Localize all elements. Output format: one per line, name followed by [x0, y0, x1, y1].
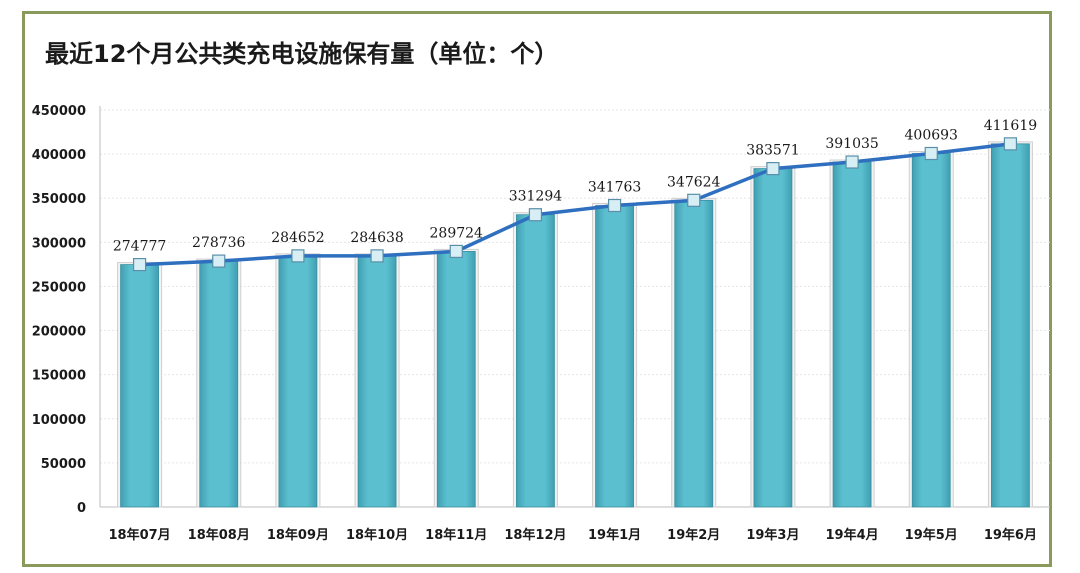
data-label: 383571	[746, 143, 799, 159]
data-point	[687, 193, 701, 207]
data-label: 274777	[113, 239, 166, 255]
x-tick-label: 18年07月	[108, 527, 170, 543]
data-label: 400693	[905, 127, 958, 143]
bar	[199, 260, 239, 508]
data-point	[845, 155, 859, 169]
x-tick-label: 18年11月	[425, 527, 487, 543]
series-line	[139, 142, 1011, 267]
bar	[436, 250, 476, 508]
data-point	[924, 146, 938, 161]
bar	[595, 205, 634, 508]
x-tick-label: 18年12月	[504, 527, 566, 543]
bar	[674, 199, 714, 508]
x-tick-label: 19年1月	[588, 527, 641, 543]
data-label: 391035	[825, 136, 878, 152]
data-label: 289724	[430, 225, 484, 241]
bar	[991, 143, 1030, 508]
y-tick-label: 150000	[32, 369, 86, 384]
y-tick-label: 0	[77, 501, 86, 516]
x-tick-label: 19年5月	[905, 527, 958, 543]
x-tick-label: 19年4月	[826, 527, 879, 543]
data-point	[1003, 137, 1018, 151]
bar	[516, 214, 555, 508]
data-point	[766, 162, 780, 176]
x-tick-label: 18年08月	[188, 527, 250, 543]
x-tick-label: 18年09月	[267, 527, 329, 543]
data-point	[132, 257, 147, 272]
y-tick-label: 100000	[32, 413, 86, 428]
data-label: 341763	[588, 179, 641, 195]
data-point	[449, 244, 463, 258]
data-label: 331294	[509, 189, 563, 205]
y-tick-label: 450000	[32, 104, 86, 119]
bar	[278, 255, 318, 508]
y-tick-label: 350000	[32, 192, 86, 207]
bar	[357, 255, 397, 508]
bar	[753, 168, 793, 508]
y-tick-label: 300000	[32, 236, 86, 251]
data-point	[370, 249, 384, 263]
bar	[832, 161, 872, 508]
data-point	[607, 198, 622, 213]
chart-title: 最近12个月公共类充电设施保有量（单位：个）	[45, 40, 559, 68]
data-label: 411619	[984, 118, 1037, 134]
bar	[120, 264, 159, 508]
x-tick-label: 19年2月	[667, 527, 720, 543]
data-label: 284652	[271, 230, 324, 246]
y-tick-label: 50000	[41, 457, 86, 472]
x-tick-label: 18年10月	[346, 527, 408, 543]
data-label: 278736	[192, 235, 246, 251]
bar	[911, 153, 951, 508]
data-point	[291, 249, 305, 263]
data-label: 347624	[667, 174, 721, 190]
x-tick-label: 19年6月	[984, 527, 1037, 543]
data-point	[212, 254, 226, 268]
y-tick-label: 400000	[32, 148, 86, 163]
y-tick-label: 200000	[32, 325, 86, 340]
y-tick-label: 250000	[32, 280, 86, 295]
x-tick-label: 19年3月	[746, 527, 799, 543]
data-point	[528, 208, 543, 222]
data-label: 284638	[350, 230, 403, 246]
